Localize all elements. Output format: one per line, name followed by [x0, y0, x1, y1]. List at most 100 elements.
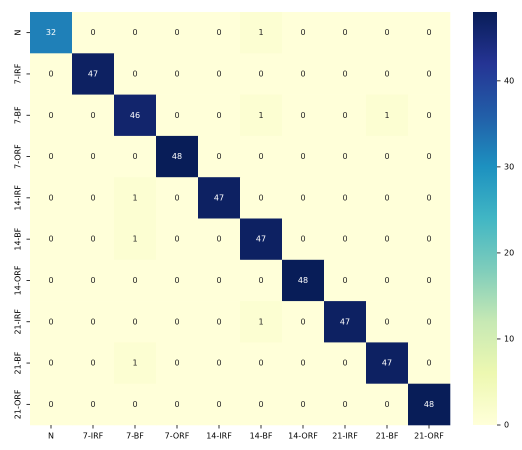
cell-label: 1 [258, 317, 263, 326]
y-tick-label: 21-IRF [14, 309, 23, 335]
heatmap-cell [408, 94, 451, 137]
heatmap-cell [198, 135, 241, 178]
heatmap-cell [198, 218, 241, 261]
cell-label: 47 [214, 193, 224, 202]
cell-label: 0 [300, 400, 305, 409]
heatmap-cell [156, 383, 199, 426]
heatmap-cell [324, 94, 367, 137]
cell-label: 0 [300, 111, 305, 120]
cell-label: 0 [426, 317, 431, 326]
heatmap-cell [156, 53, 199, 95]
heatmap-cell [114, 218, 157, 261]
colorbar-tick-label: 20 [504, 248, 514, 257]
cell-label: 47 [340, 317, 350, 326]
heatmap-cell [198, 53, 241, 95]
cell-label: 0 [90, 152, 95, 161]
cell-label: 0 [174, 400, 179, 409]
cell-label: 0 [48, 317, 53, 326]
cell-label: 0 [342, 400, 347, 409]
heatmap-cell [282, 53, 325, 95]
heatmap-cell [282, 94, 325, 137]
colorbar [473, 12, 497, 425]
cell-label: 0 [132, 152, 137, 161]
cell-label: 0 [426, 69, 431, 78]
cell-label: 0 [300, 359, 305, 368]
heatmap-cell [72, 259, 115, 302]
heatmap-cell [72, 342, 115, 384]
heatmap-cell [114, 12, 157, 54]
cell-label: 0 [384, 28, 389, 37]
heatmap-cell [30, 177, 73, 219]
x-tick-label: 21-IRF [332, 432, 358, 441]
y-tick-label: 21-ORF [14, 389, 23, 419]
cell-label: 0 [342, 235, 347, 244]
heatmap-cell [324, 177, 367, 219]
y-tick-label: 7-IRF [14, 63, 23, 84]
cell-label: 0 [426, 111, 431, 120]
heatmap-cell [30, 135, 73, 178]
cell-label: 0 [216, 317, 221, 326]
cell-label: 0 [216, 69, 221, 78]
heatmap-cell [324, 342, 367, 384]
heatmap-cell [72, 383, 115, 426]
cell-label: 0 [48, 111, 53, 120]
heatmap-cell [240, 135, 283, 178]
cell-label: 0 [300, 28, 305, 37]
heatmap-cell [324, 218, 367, 261]
cell-label: 0 [426, 28, 431, 37]
colorbar-tick-label: 10 [504, 334, 514, 343]
cell-label: 0 [342, 111, 347, 120]
heatmap-cell [408, 12, 451, 54]
cell-label: 0 [174, 235, 179, 244]
heatmap-cell [282, 259, 325, 302]
heatmap-cell [30, 94, 73, 137]
x-tick-label: 14-ORF [288, 432, 318, 441]
heatmap-cell [282, 342, 325, 384]
cell-label: 47 [382, 359, 392, 368]
cell-label: 0 [258, 359, 263, 368]
x-tick-label: 21-ORF [414, 432, 444, 441]
cell-label: 0 [174, 193, 179, 202]
cell-label: 0 [48, 69, 53, 78]
cell-label: 0 [258, 400, 263, 409]
heatmap-cell [366, 53, 409, 95]
cell-label: 48 [424, 400, 434, 409]
cell-label: 1 [132, 193, 137, 202]
cell-label: 48 [172, 152, 182, 161]
cell-label: 0 [90, 359, 95, 368]
heatmap-cell [366, 342, 409, 384]
cell-label: 0 [426, 193, 431, 202]
x-tick-label: 14-IRF [206, 432, 232, 441]
cell-label: 0 [342, 69, 347, 78]
cell-label: 0 [384, 235, 389, 244]
cell-label: 0 [90, 235, 95, 244]
heatmap-cell [240, 53, 283, 95]
heatmap-cell [240, 342, 283, 384]
cell-label: 0 [384, 276, 389, 285]
heatmap-cell [30, 383, 73, 426]
heatmap-cell [324, 12, 367, 54]
cell-label: 0 [90, 193, 95, 202]
heatmap-cell [72, 135, 115, 178]
heatmap-cell [114, 259, 157, 302]
heatmap-cell [366, 383, 409, 426]
x-tick-label: 21-BF [376, 432, 399, 441]
cell-label: 0 [384, 193, 389, 202]
cell-label: 0 [258, 69, 263, 78]
cell-label: 0 [90, 400, 95, 409]
heatmap-cell [156, 342, 199, 384]
cell-label: 0 [300, 317, 305, 326]
heatmap-cell [282, 135, 325, 178]
heatmap-cell [156, 259, 199, 302]
heatmap-cell [282, 12, 325, 54]
heatmap-cell [240, 94, 283, 137]
y-tick-label: 14-IRF [14, 185, 23, 211]
cell-label: 0 [174, 317, 179, 326]
cell-label: 0 [426, 359, 431, 368]
heatmap-cell [156, 301, 199, 343]
cell-label: 0 [258, 152, 263, 161]
heatmap-cell [72, 218, 115, 261]
heatmap-cell [282, 218, 325, 261]
cell-label: 0 [384, 152, 389, 161]
heatmap-cell [30, 53, 73, 95]
